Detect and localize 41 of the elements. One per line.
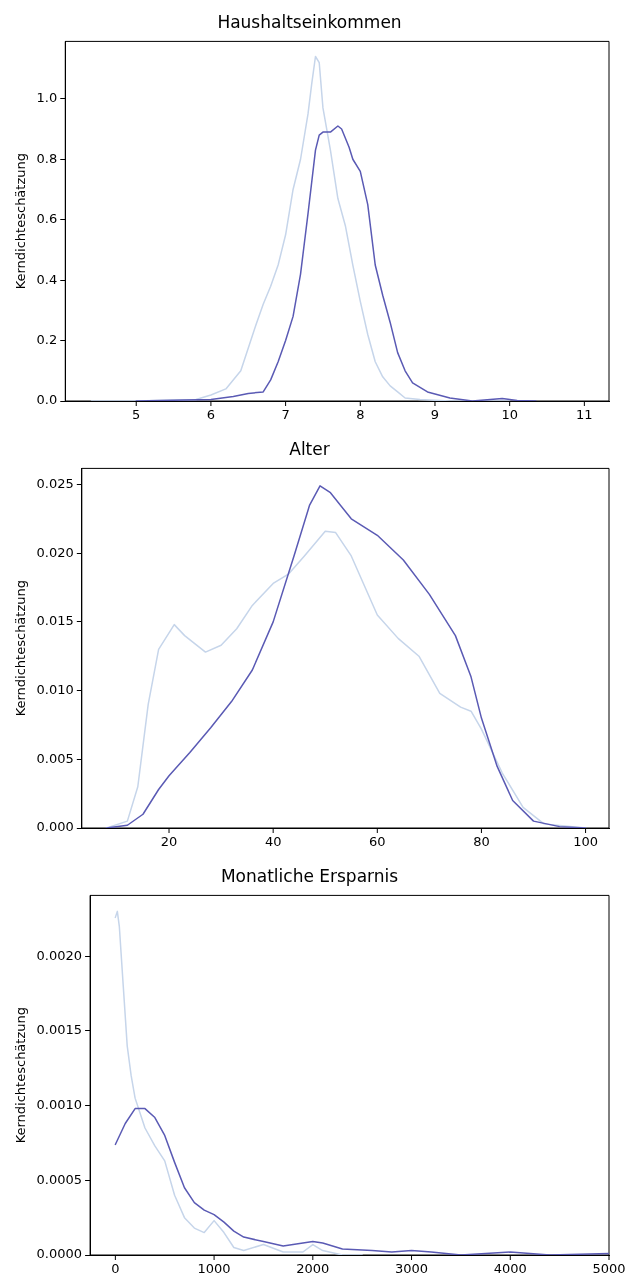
y-tick-label: 0.005	[36, 750, 74, 766]
y-tick-label: 0.025	[36, 475, 74, 491]
y-axis-title: Kerndichteschätzung	[13, 1007, 29, 1144]
y-tick-label: 0.6	[36, 211, 58, 227]
x-tick-label: 3000	[395, 1260, 429, 1276]
x-tick-label: 11	[576, 406, 593, 422]
y-tick-label: 0.0000	[36, 1246, 83, 1262]
y-tick-label: 0.020	[36, 544, 74, 560]
y-tick-label: 0.0020	[36, 947, 83, 963]
y-tick-label: 0.0	[36, 392, 58, 408]
y-tick-label: 0.0015	[36, 1022, 83, 1038]
x-tick-label: 20	[160, 833, 178, 849]
x-tick-label: 7	[281, 406, 290, 422]
x-tick-label: 0	[111, 1260, 120, 1276]
y-tick-label: 0.0010	[36, 1096, 83, 1112]
y-axis-title: Kerndichteschätzung	[13, 153, 29, 290]
x-tick-label: 60	[369, 833, 386, 849]
y-tick-label: 0.010	[36, 681, 74, 697]
x-tick-label: 1000	[197, 1260, 231, 1276]
x-tick-label: 9	[430, 406, 440, 422]
x-tick-label: 40	[264, 833, 282, 849]
x-tick-label: 10	[501, 406, 518, 422]
y-tick-label: 0.2	[36, 331, 58, 347]
x-tick-label: 5	[132, 406, 141, 422]
chart-title: Monatliche Ersparnis	[220, 865, 399, 886]
x-tick-label: 80	[473, 833, 490, 849]
y-tick-label: 0.000	[36, 819, 74, 835]
y-tick-label: 0.8	[36, 150, 58, 166]
x-tick-label: 4000	[493, 1260, 527, 1276]
x-tick-label: 6	[206, 406, 216, 422]
x-tick-label: 5000	[592, 1260, 626, 1276]
chart-title: Alter	[289, 438, 330, 459]
y-tick-label: 1.0	[36, 90, 58, 106]
x-tick-label: 100	[573, 833, 598, 849]
chart-title: Haushaltseinkommen	[217, 11, 402, 32]
y-tick-label: 0.4	[36, 271, 58, 287]
x-tick-label: 2000	[296, 1260, 330, 1276]
x-tick-label: 8	[356, 406, 365, 422]
y-tick-label: 0.0005	[36, 1171, 83, 1187]
y-tick-label: 0.015	[36, 613, 74, 629]
y-axis-title: Kerndichteschätzung	[13, 580, 29, 717]
